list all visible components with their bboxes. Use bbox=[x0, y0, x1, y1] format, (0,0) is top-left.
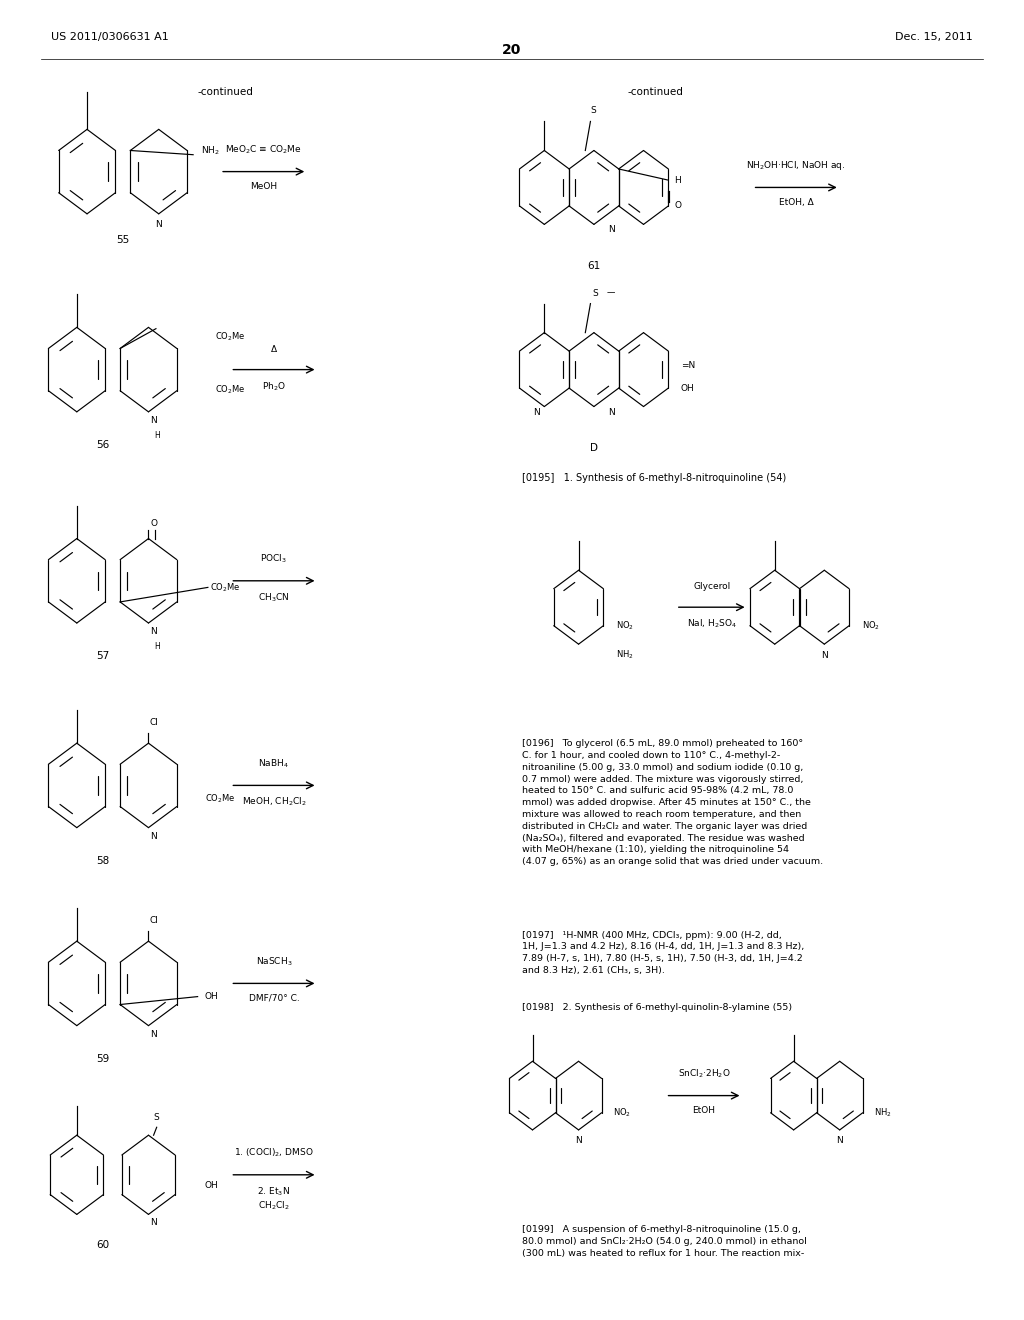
Text: N: N bbox=[151, 1218, 157, 1226]
Text: —: — bbox=[607, 289, 615, 297]
Text: Glycerol: Glycerol bbox=[693, 582, 730, 591]
Text: N: N bbox=[151, 416, 157, 425]
Text: OH: OH bbox=[205, 993, 218, 1001]
Text: N: N bbox=[837, 1135, 843, 1144]
Text: CH$_3$CN: CH$_3$CN bbox=[258, 591, 290, 603]
Text: [0198]   2. Synthesis of 6-methyl-quinolin-8-ylamine (55): [0198] 2. Synthesis of 6-methyl-quinolin… bbox=[522, 1003, 793, 1012]
Text: 61: 61 bbox=[588, 261, 600, 271]
Text: 57: 57 bbox=[96, 651, 109, 661]
Text: OH: OH bbox=[205, 1181, 218, 1189]
Text: N: N bbox=[151, 627, 157, 636]
Text: Dec. 15, 2011: Dec. 15, 2011 bbox=[895, 32, 973, 42]
Text: MeO$_2$C ≡ CO$_2$Me: MeO$_2$C ≡ CO$_2$Me bbox=[225, 144, 302, 156]
Text: 58: 58 bbox=[96, 855, 109, 866]
Text: 60: 60 bbox=[96, 1239, 109, 1250]
Text: N: N bbox=[821, 651, 827, 660]
Text: Ph$_2$O: Ph$_2$O bbox=[262, 380, 286, 392]
Text: N: N bbox=[608, 408, 614, 417]
Text: =N: =N bbox=[681, 362, 695, 371]
Text: MeOH, CH$_2$Cl$_2$: MeOH, CH$_2$Cl$_2$ bbox=[242, 796, 306, 808]
Text: EtOH: EtOH bbox=[692, 1106, 716, 1115]
Text: NO$_2$: NO$_2$ bbox=[861, 619, 880, 632]
Text: D: D bbox=[590, 444, 598, 453]
Text: NH$_2$: NH$_2$ bbox=[202, 144, 220, 157]
Text: 20: 20 bbox=[503, 44, 521, 57]
Text: H: H bbox=[675, 176, 681, 185]
Text: EtOH, Δ: EtOH, Δ bbox=[779, 198, 813, 207]
Text: O: O bbox=[675, 202, 681, 210]
Text: N: N bbox=[608, 226, 614, 235]
Text: CO$_2$Me: CO$_2$Me bbox=[205, 792, 236, 805]
Text: 59: 59 bbox=[96, 1053, 109, 1064]
Text: 1. (COCl)$_2$, DMSO: 1. (COCl)$_2$, DMSO bbox=[234, 1147, 313, 1159]
Text: DMF/70° C.: DMF/70° C. bbox=[249, 994, 299, 1003]
Text: Cl: Cl bbox=[150, 916, 158, 924]
Text: N: N bbox=[575, 1135, 582, 1144]
Text: N: N bbox=[151, 1030, 157, 1039]
Text: POCl$_3$: POCl$_3$ bbox=[260, 553, 288, 565]
Text: 56: 56 bbox=[96, 440, 109, 450]
Text: N: N bbox=[156, 220, 162, 228]
Text: [0195]   1. Synthesis of 6-methyl-8-nitroquinoline (54): [0195] 1. Synthesis of 6-methyl-8-nitroq… bbox=[522, 473, 786, 483]
Text: NO$_2$: NO$_2$ bbox=[613, 1106, 631, 1119]
Text: -continued: -continued bbox=[628, 87, 683, 98]
Text: CO$_2$Me: CO$_2$Me bbox=[215, 383, 246, 396]
Text: N: N bbox=[534, 408, 541, 417]
Text: 2. Et$_3$N
CH$_2$Cl$_2$: 2. Et$_3$N CH$_2$Cl$_2$ bbox=[257, 1185, 291, 1212]
Text: 55: 55 bbox=[117, 235, 129, 246]
Text: -continued: -continued bbox=[198, 87, 253, 98]
Text: [0199]   A suspension of 6-methyl-8-nitroquinoline (15.0 g,
80.0 mmol) and SnCl₂: [0199] A suspension of 6-methyl-8-nitroq… bbox=[522, 1225, 807, 1258]
Text: [0196]   To glycerol (6.5 mL, 89.0 mmol) preheated to 160°
C. for 1 hour, and co: [0196] To glycerol (6.5 mL, 89.0 mmol) p… bbox=[522, 739, 823, 866]
Text: CO$_2$Me: CO$_2$Me bbox=[215, 330, 246, 343]
Text: S: S bbox=[593, 289, 598, 297]
Text: OH: OH bbox=[681, 384, 694, 392]
Text: NO$_2$: NO$_2$ bbox=[615, 619, 634, 632]
Text: NaSCH$_3$: NaSCH$_3$ bbox=[256, 956, 292, 968]
Text: SnCl$_2$·2H$_2$O: SnCl$_2$·2H$_2$O bbox=[678, 1068, 730, 1080]
Text: S: S bbox=[154, 1113, 160, 1122]
Text: Cl: Cl bbox=[150, 718, 158, 726]
Text: US 2011/0306631 A1: US 2011/0306631 A1 bbox=[51, 32, 169, 42]
Text: NH$_2$: NH$_2$ bbox=[874, 1106, 892, 1119]
Text: N: N bbox=[151, 832, 157, 841]
Text: O: O bbox=[151, 519, 157, 528]
Text: Δ: Δ bbox=[271, 345, 276, 354]
Text: NH$_2$OH·HCl, NaOH aq.: NH$_2$OH·HCl, NaOH aq. bbox=[746, 158, 846, 172]
Text: MeOH: MeOH bbox=[250, 182, 278, 191]
Text: NaI, H$_2$SO$_4$: NaI, H$_2$SO$_4$ bbox=[686, 618, 737, 630]
Text: H: H bbox=[154, 430, 160, 440]
Text: H: H bbox=[154, 642, 160, 651]
Text: [0197]   ¹H-NMR (400 MHz, CDCl₃, ppm): 9.00 (H-2, dd,
1H, J=1.3 and 4.2 Hz), 8.1: [0197] ¹H-NMR (400 MHz, CDCl₃, ppm): 9.0… bbox=[522, 931, 805, 975]
Text: NaBH$_4$: NaBH$_4$ bbox=[258, 758, 290, 770]
Text: CO$_2$Me: CO$_2$Me bbox=[210, 581, 241, 594]
Text: S: S bbox=[591, 107, 596, 115]
Text: NH$_2$: NH$_2$ bbox=[615, 649, 634, 661]
